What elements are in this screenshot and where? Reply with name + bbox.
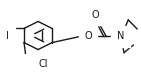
Text: N: N xyxy=(117,31,124,41)
Text: O: O xyxy=(91,10,99,20)
Text: I: I xyxy=(6,31,9,41)
Text: Cl: Cl xyxy=(38,59,48,69)
Text: O: O xyxy=(84,31,92,41)
